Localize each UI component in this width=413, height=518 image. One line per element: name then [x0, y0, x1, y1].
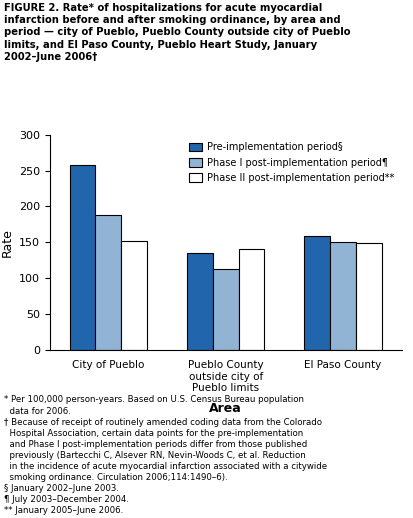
Bar: [186, 253, 212, 350]
Bar: [304, 236, 329, 350]
Legend: Pre-implementation period§, Phase I post-implementation period¶, Phase II post-i: Pre-implementation period§, Phase I post…: [185, 139, 397, 187]
Y-axis label: Rate: Rate: [0, 228, 13, 256]
Bar: [238, 249, 263, 350]
Text: FIGURE 2. Rate* of hospitalizations for acute myocardial
infarction before and a: FIGURE 2. Rate* of hospitalizations for …: [4, 3, 350, 62]
Bar: [95, 215, 121, 350]
Bar: [355, 243, 381, 350]
X-axis label: Area: Area: [209, 401, 242, 414]
Bar: [121, 241, 147, 350]
Bar: [329, 242, 355, 350]
Text: * Per 100,000 person-years. Based on U.S. Census Bureau population
  data for 20: * Per 100,000 person-years. Based on U.S…: [4, 395, 326, 515]
Bar: [69, 165, 95, 350]
Bar: [212, 269, 238, 350]
